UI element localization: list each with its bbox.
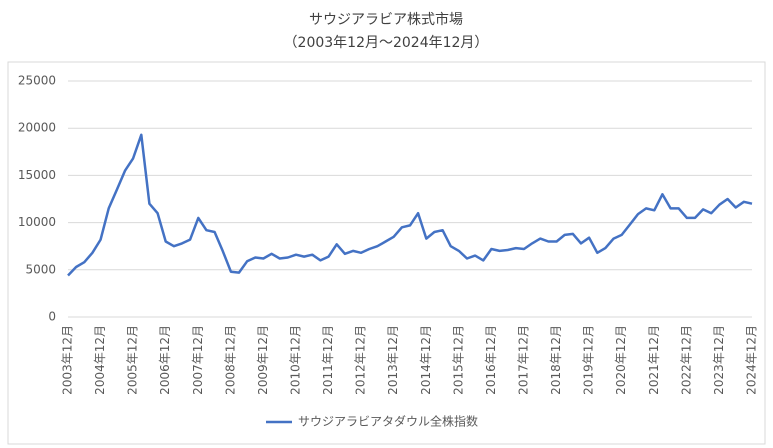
x-tick-label: 2019年12月 — [582, 325, 596, 395]
x-tick-label: 2017年12月 — [517, 325, 531, 395]
x-tick-label: 2009年12月 — [256, 325, 270, 395]
y-tick-label: 15000 — [18, 168, 56, 182]
x-tick-label: 2013年12月 — [386, 325, 400, 395]
x-tick-label: 2007年12月 — [191, 325, 205, 395]
legend-label: サウジアラビアタダウル全株指数 — [298, 414, 478, 429]
x-tick-label: 2015年12月 — [451, 325, 465, 395]
y-tick-label: 0 — [48, 310, 56, 324]
data-line — [67, 133, 753, 277]
y-tick-label: 10000 — [18, 215, 56, 229]
x-tick-label: 2016年12月 — [484, 325, 498, 395]
y-tick-label: 20000 — [18, 121, 56, 135]
x-tick-label: 2022年12月 — [679, 325, 693, 395]
x-tick-label: 2006年12月 — [158, 325, 172, 395]
x-tick-label: 2008年12月 — [223, 325, 237, 395]
x-tick-label: 2020年12月 — [614, 325, 628, 395]
x-tick-label: 2003年12月 — [61, 325, 75, 395]
x-tick-label: 2021年12月 — [647, 325, 661, 395]
x-tick-label: 2012年12月 — [354, 325, 368, 395]
x-tick-label: 2014年12月 — [419, 325, 433, 395]
x-tick-label: 2024年12月 — [745, 325, 759, 395]
y-tick-label: 5000 — [25, 262, 56, 276]
x-tick-label: 2011年12月 — [321, 325, 335, 395]
x-tick-label: 2023年12月 — [712, 325, 726, 395]
chart-subtitle: （2003年12月～2024年12月） — [284, 35, 489, 51]
x-tick-label: 2018年12月 — [549, 325, 563, 395]
x-tick-label: 2005年12月 — [126, 325, 140, 395]
x-tick-label: 2004年12月 — [93, 325, 107, 395]
y-tick-label: 25000 — [18, 74, 56, 88]
chart-title: サウジアラビア株式市場 — [309, 11, 463, 28]
chart-border — [7, 61, 766, 445]
x-tick-label: 2010年12月 — [289, 325, 303, 395]
